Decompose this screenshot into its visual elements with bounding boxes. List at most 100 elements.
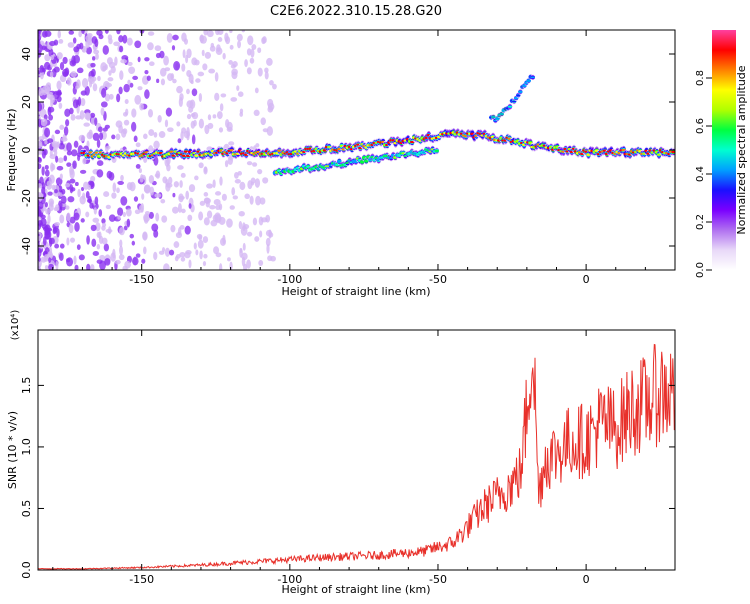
noise-speckle xyxy=(80,97,86,107)
noise-speckle xyxy=(116,93,121,103)
noise-speckle xyxy=(38,191,42,199)
noise-speckle xyxy=(124,98,129,105)
noise-speckle xyxy=(180,130,184,141)
noise-speckle xyxy=(187,214,193,222)
colorbar-tick-label: 0.4 xyxy=(695,166,706,182)
noise-speckle xyxy=(129,82,134,88)
noise-speckle xyxy=(201,49,205,57)
noise-speckle xyxy=(236,85,240,91)
noise-speckle xyxy=(103,191,110,198)
noise-speckle xyxy=(264,71,269,80)
noise-speckle xyxy=(134,209,141,215)
noise-speckle xyxy=(147,31,155,36)
noise-speckle xyxy=(226,218,233,228)
noise-speckle xyxy=(199,200,206,206)
noise-speckle xyxy=(144,57,150,62)
snr-frame xyxy=(37,329,676,571)
noise-speckle xyxy=(172,192,176,198)
noise-speckle xyxy=(144,89,150,99)
noise-speckle xyxy=(240,225,248,236)
noise-speckle xyxy=(215,252,222,258)
upper-branch-mark xyxy=(530,76,535,79)
noise-speckle xyxy=(48,106,55,113)
noise-speckle xyxy=(139,176,144,183)
noise-speckle xyxy=(43,148,48,156)
noise-speckle xyxy=(86,263,91,270)
noise-speckle xyxy=(66,77,72,86)
noise-speckle xyxy=(66,257,74,267)
spectrogram-xlabel: Height of straight line (km) xyxy=(281,285,430,298)
noise-speckle xyxy=(43,114,48,121)
noise-speckle xyxy=(47,214,51,224)
upper-branch-mark xyxy=(516,94,521,97)
noise-speckle xyxy=(142,232,148,240)
noise-speckle xyxy=(185,190,189,200)
noise-speckle xyxy=(198,162,204,169)
noise-speckle xyxy=(64,182,71,188)
noise-speckle xyxy=(126,37,133,46)
noise-speckle xyxy=(172,206,179,214)
noise-speckle xyxy=(56,80,62,90)
noise-speckle xyxy=(73,46,80,53)
noise-speckle xyxy=(62,56,68,64)
noise-speckle xyxy=(237,91,244,98)
noise-speckle xyxy=(220,93,227,98)
noise-speckle xyxy=(198,92,203,102)
noise-speckle xyxy=(93,207,97,215)
noise-speckle xyxy=(44,224,51,234)
noise-speckle xyxy=(259,230,263,238)
noise-speckle xyxy=(255,195,261,206)
noise-speckle xyxy=(171,45,176,51)
noise-speckle xyxy=(63,126,69,136)
noise-speckle xyxy=(254,236,260,242)
spectrogram-ytick-label: 40 xyxy=(20,47,33,61)
figure-title: C2E6.2022.310.15.28.G20 xyxy=(270,4,442,19)
noise-speckle xyxy=(190,79,194,85)
noise-speckle xyxy=(48,174,55,184)
noise-speckle xyxy=(165,107,173,117)
noise-speckle xyxy=(170,224,176,233)
noise-speckle xyxy=(63,155,68,162)
noise-speckle xyxy=(92,250,99,256)
noise-speckle xyxy=(43,254,49,260)
noise-speckle xyxy=(98,235,104,245)
noise-speckle xyxy=(100,62,107,72)
noise-speckle xyxy=(244,193,250,200)
noise-speckle xyxy=(81,78,89,88)
noise-speckle xyxy=(77,96,82,107)
noise-speckle xyxy=(66,142,72,152)
noise-speckle xyxy=(41,45,46,51)
noise-speckle xyxy=(195,78,201,83)
noise-speckle xyxy=(90,264,95,270)
noise-speckle xyxy=(170,73,175,81)
noise-speckle xyxy=(65,205,70,210)
noise-speckle xyxy=(140,203,145,213)
noise-speckle xyxy=(53,149,58,157)
noise-speckle xyxy=(153,156,159,166)
noise-speckle xyxy=(163,55,169,66)
noise-speckle xyxy=(164,247,171,257)
noise-speckle xyxy=(81,186,85,192)
noise-speckle xyxy=(221,193,227,201)
noise-speckle xyxy=(247,180,253,190)
noise-speckle xyxy=(229,44,234,50)
spectrogram-ytick-label: -40 xyxy=(20,237,33,255)
noise-speckle xyxy=(85,191,90,199)
noise-speckle xyxy=(210,42,215,48)
noise-speckle xyxy=(96,160,104,167)
noise-speckle xyxy=(50,54,55,61)
noise-speckle xyxy=(173,61,181,71)
noise-speckle xyxy=(80,218,85,223)
noise-speckle xyxy=(70,149,78,157)
noise-speckle xyxy=(100,101,108,108)
noise-speckle xyxy=(158,250,165,255)
noise-speckle xyxy=(54,222,60,227)
noise-speckle xyxy=(118,35,124,43)
noise-speckle xyxy=(45,208,51,215)
noise-speckle xyxy=(118,254,125,261)
noise-speckle xyxy=(197,71,205,77)
noise-speckle xyxy=(232,195,239,200)
noise-speckle xyxy=(41,186,46,195)
noise-speckle xyxy=(236,33,243,42)
noise-speckle xyxy=(89,78,95,85)
